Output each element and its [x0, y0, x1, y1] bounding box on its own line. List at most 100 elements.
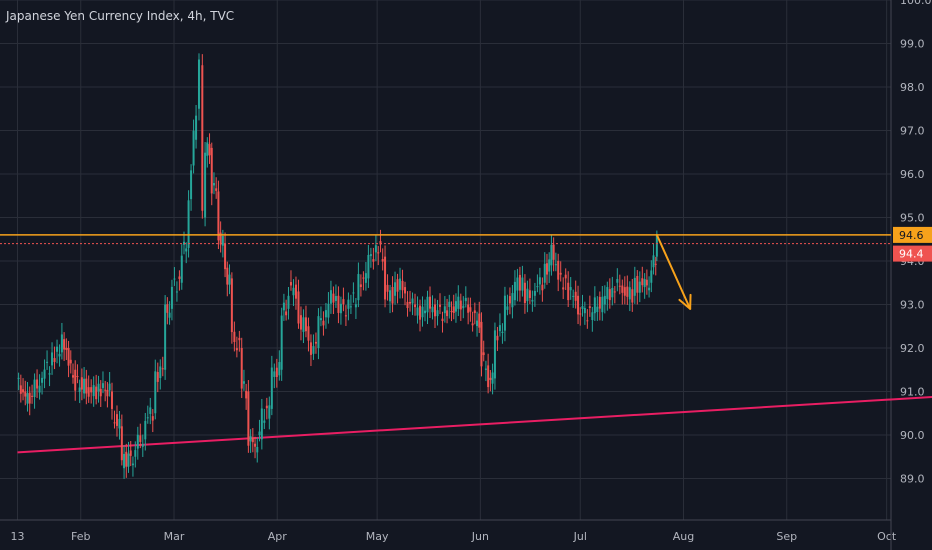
candle-body[interactable] [369, 254, 372, 257]
candle-body[interactable] [484, 368, 487, 370]
candle-body[interactable] [280, 315, 283, 370]
candle-body[interactable] [118, 418, 121, 429]
candle-body[interactable] [516, 277, 519, 291]
candle-body[interactable] [113, 422, 116, 424]
candle-body[interactable] [53, 358, 56, 362]
candle-body[interactable] [545, 263, 548, 275]
candle-body[interactable] [550, 244, 553, 266]
candle-body[interactable] [598, 296, 601, 309]
candle-body[interactable] [270, 367, 273, 409]
candle-body[interactable] [533, 290, 536, 296]
candle-body[interactable] [506, 306, 509, 310]
candle-body[interactable] [334, 295, 337, 301]
candle-body[interactable] [501, 331, 504, 333]
candle-body[interactable] [265, 405, 268, 409]
candle-body[interactable] [185, 248, 188, 252]
candle-body[interactable] [648, 287, 651, 291]
candle-body[interactable] [448, 301, 451, 308]
candle-body[interactable] [401, 280, 404, 291]
candle-body[interactable] [327, 303, 330, 318]
candle-body[interactable] [161, 368, 164, 370]
candle-body[interactable] [249, 436, 252, 442]
candle-body[interactable] [146, 417, 149, 419]
candle-body[interactable] [616, 278, 619, 283]
candle-body[interactable] [292, 287, 295, 296]
candle-body[interactable] [285, 311, 288, 316]
candle-body[interactable] [201, 65, 204, 211]
candle-body[interactable] [429, 296, 432, 309]
candle-body[interactable] [613, 291, 616, 293]
candle-body[interactable] [78, 387, 81, 392]
candle-body[interactable] [482, 352, 485, 356]
candle-body[interactable] [559, 272, 562, 275]
candle-body[interactable] [187, 200, 190, 248]
candle-body[interactable] [221, 235, 224, 246]
candle-body[interactable] [294, 284, 297, 299]
candle-body[interactable] [424, 310, 427, 314]
candle-body[interactable] [446, 310, 449, 317]
candle-body[interactable] [469, 307, 472, 312]
candle-body[interactable] [416, 307, 419, 316]
candle-body[interactable] [307, 326, 310, 341]
candle-body[interactable] [123, 453, 126, 469]
candle-body[interactable] [108, 383, 111, 391]
candle-body[interactable] [238, 337, 241, 341]
candle-body[interactable] [399, 278, 402, 290]
candle-body[interactable] [149, 407, 152, 414]
candle-body[interactable] [596, 306, 599, 313]
candle-body[interactable] [574, 291, 577, 301]
candle-body[interactable] [69, 359, 72, 364]
candle-body[interactable] [586, 320, 589, 322]
candle-body[interactable] [464, 297, 467, 302]
candle-body[interactable] [131, 463, 134, 466]
candle-body[interactable] [104, 389, 107, 391]
candle-body[interactable] [247, 391, 250, 446]
candle-body[interactable] [110, 391, 113, 409]
candle-body[interactable] [63, 339, 66, 350]
candle-body[interactable] [76, 375, 79, 378]
candle-body[interactable] [471, 323, 474, 326]
candle-body[interactable] [650, 270, 653, 283]
candle-body[interactable] [101, 383, 104, 388]
candle-body[interactable] [312, 346, 315, 354]
candle-body[interactable] [56, 346, 59, 352]
candle-body[interactable] [557, 261, 560, 280]
candle-body[interactable] [498, 325, 501, 332]
candle-body[interactable] [38, 385, 41, 393]
candle-body[interactable] [197, 59, 200, 109]
candle-body[interactable] [329, 290, 332, 304]
candle-body[interactable] [384, 256, 387, 300]
candle-body[interactable] [431, 306, 434, 313]
candle-body[interactable] [164, 304, 167, 370]
candle-body[interactable] [217, 191, 220, 241]
candle-body[interactable] [72, 375, 74, 378]
candle-body[interactable] [24, 391, 27, 397]
candle-body[interactable] [219, 232, 222, 245]
candle-body[interactable] [441, 318, 444, 322]
candle-body[interactable] [342, 299, 345, 305]
candle-body[interactable] [215, 188, 218, 191]
candle-body[interactable] [87, 387, 90, 397]
candle-body[interactable] [156, 372, 159, 382]
candle-body[interactable] [254, 443, 257, 447]
candle-body[interactable] [364, 273, 367, 283]
candle-body[interactable] [618, 285, 621, 287]
candle-body[interactable] [314, 341, 317, 344]
candle-body[interactable] [577, 295, 580, 315]
candle-body[interactable] [344, 315, 347, 317]
candle-body[interactable] [536, 286, 539, 288]
candle-body[interactable] [562, 287, 565, 290]
candle-body[interactable] [626, 286, 629, 297]
candle-body[interactable] [603, 295, 606, 305]
candle-body[interactable] [567, 282, 570, 301]
candle-body[interactable] [204, 152, 207, 218]
candle-body[interactable] [526, 288, 529, 302]
candle-body[interactable] [206, 142, 209, 156]
candle-body[interactable] [268, 405, 271, 419]
candle-body[interactable] [106, 390, 109, 397]
candle-body[interactable] [51, 352, 54, 366]
candle-body[interactable] [438, 304, 441, 307]
candle-body[interactable] [538, 277, 541, 285]
candle-body[interactable] [467, 304, 470, 313]
